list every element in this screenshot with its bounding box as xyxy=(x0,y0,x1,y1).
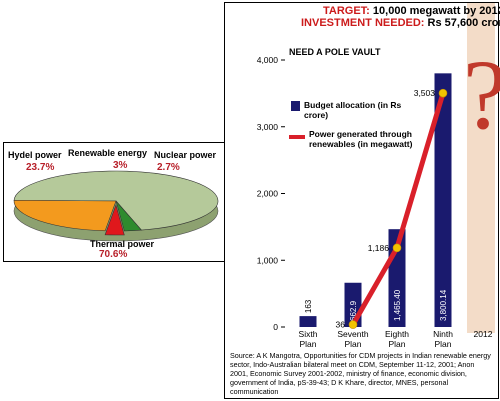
pie-slice-hydel-power xyxy=(13,199,117,232)
y-tick-label: 2,000 xyxy=(257,189,279,199)
y-tick-label: 3,000 xyxy=(257,122,279,132)
target-value: 10,000 megawatt by 2012 xyxy=(372,5,500,17)
legend-bar-label: Budget allocation (in Rs crore) xyxy=(304,100,402,120)
thermal-label: Thermal power xyxy=(90,239,155,249)
x-category-label: Plan xyxy=(299,339,316,349)
x-category-label: Sixth xyxy=(299,329,318,339)
investment-value: Rs 57,600 crore xyxy=(427,17,500,29)
line-value-label: 1,186 xyxy=(368,243,390,253)
bar-value-label: 3,800.14 xyxy=(439,289,448,321)
renewable-pct: 3% xyxy=(113,160,128,171)
line-value-label: 3,503 xyxy=(414,88,436,98)
nuclear-pct: 2.7% xyxy=(157,162,180,173)
x-category-label: Ninth xyxy=(433,329,453,339)
x-category-label: Plan xyxy=(388,339,405,349)
bar-value-label: 1,465.40 xyxy=(393,289,402,321)
hydel-label: Hydel power xyxy=(8,150,62,160)
y-tick-label: 1,000 xyxy=(257,255,279,265)
bar-line-chart: 01,0002,0003,0004,000SixthPlanSeventhPla… xyxy=(257,3,495,349)
bar-value-label: 662.9 xyxy=(349,300,358,321)
target-line: TARGET: 10,000 megawatt by 2012 xyxy=(323,5,500,17)
nuclear-label: Nuclear power xyxy=(154,150,217,160)
hydel-pct: 23.7% xyxy=(26,162,55,173)
x-category-label: Plan xyxy=(344,339,361,349)
pie-chart xyxy=(13,170,219,242)
question-mark: ? xyxy=(463,45,500,145)
bar-sixth-plan xyxy=(299,316,317,327)
x-category-label: Eighth xyxy=(385,329,409,339)
pie-slice-thermal-power xyxy=(13,170,219,231)
pie-panel: Hydel power 23.7% Renewable energy 3% Nu… xyxy=(3,142,225,262)
y-tick-label: 0 xyxy=(273,322,278,332)
pie-slice-nuclear-power xyxy=(115,200,142,232)
legend-line-label: Power generated through renewables (in m… xyxy=(309,129,413,149)
source-note: Source: A K Mangotra, Opportunities for … xyxy=(230,351,491,396)
x-category-label: Seventh xyxy=(337,329,368,339)
line-point xyxy=(348,320,358,329)
x-category-label: 2012 xyxy=(474,329,493,339)
bar-chart-panel: 0 1,000 2,000 3,000 4,000 Sixth Plan Seventh Pla… xyxy=(224,2,500,399)
pie-slice-renewable-energy xyxy=(104,204,125,236)
chart-title: NEED A POLE VAULT xyxy=(289,47,381,57)
bar-value-label: 163 xyxy=(304,299,313,313)
target-label: TARGET: xyxy=(323,5,370,17)
thermal-pct: 70.6% xyxy=(99,249,128,260)
x-category-label: Plan xyxy=(434,339,451,349)
investment-label: INVESTMENT NEEDED: xyxy=(301,17,425,29)
legend-line-swatch xyxy=(289,135,305,139)
investment-line: INVESTMENT NEEDED: Rs 57,600 crore xyxy=(301,17,500,29)
bar-ninth-plan xyxy=(434,73,452,327)
line-point xyxy=(438,88,448,98)
target-2012-band xyxy=(467,3,495,333)
y-tick-label: 4,000 xyxy=(257,55,279,65)
line-value-label: 36 xyxy=(336,320,346,330)
legend-bar-swatch xyxy=(291,101,300,111)
renewable-label: Renewable energy xyxy=(68,148,148,158)
line-point xyxy=(392,243,402,253)
